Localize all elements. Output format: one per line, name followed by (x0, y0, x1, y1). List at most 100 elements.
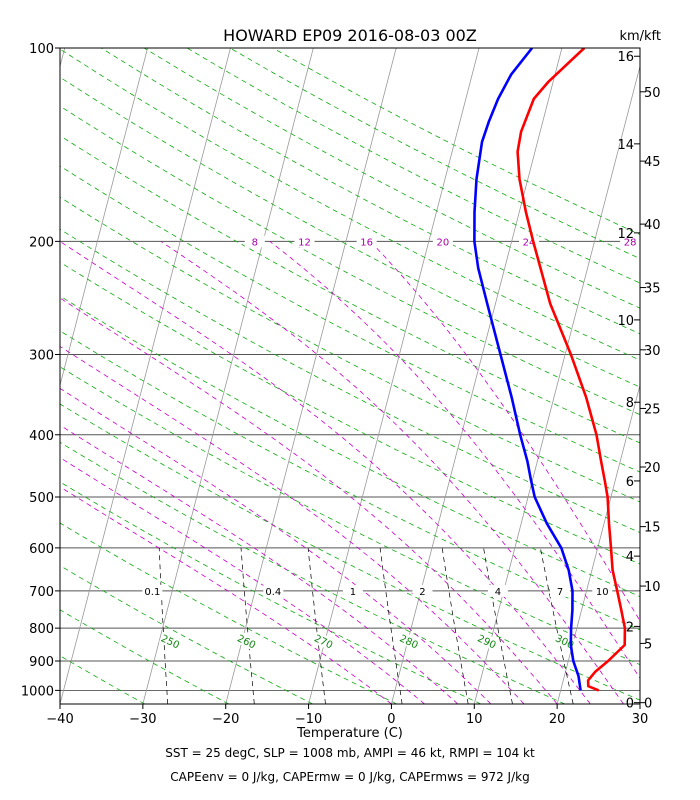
dry-adiabat-line (100, 48, 640, 335)
x-tick-label: −40 (46, 712, 73, 727)
kft-tick-label: 20 (644, 461, 661, 476)
dry-adiabat-line (60, 441, 565, 704)
mixing-ratio-label: 7 (557, 587, 563, 598)
dry-adiabat-line (60, 228, 640, 534)
kft-tick-label: 45 (644, 155, 661, 170)
y-tick-label: 200 (29, 235, 54, 250)
moist-adiabat-label-bg (432, 235, 453, 248)
isotherm-line (60, 48, 149, 387)
x-axis-label: Temperature (C) (296, 726, 403, 741)
kft-tick-label: 35 (644, 282, 661, 297)
x-tick-label: −10 (295, 712, 322, 727)
moist-adiabat-label: 12 (298, 237, 311, 248)
moist-adiabat-line (60, 424, 458, 704)
plot-frame (59, 47, 641, 705)
dry-adiabat-line (60, 366, 640, 666)
km-tick-label: 10 (617, 314, 634, 329)
dry-adiabat-line (60, 196, 640, 503)
isotherm-line (60, 48, 66, 68)
dry-adiabat-label-bg (475, 631, 499, 651)
dry-adiabat-line (60, 403, 640, 701)
x-tick-label: −20 (212, 712, 239, 727)
mixing-ratio-line (540, 547, 574, 704)
moist-adiabat-label: 8 (252, 237, 258, 248)
moist-adiabat-line (160, 241, 624, 704)
x-tick-label: −30 (129, 712, 156, 727)
sounding-profiles (473, 48, 627, 692)
kft-tick-label: 0 (644, 697, 652, 712)
moist-adiabat-label: 20 (437, 237, 450, 248)
moist-adiabat-label: 28 (624, 237, 637, 248)
dry-adiabat-line (60, 565, 313, 704)
moist-adiabat-line (60, 297, 558, 704)
dry-adiabat-line (60, 48, 640, 361)
y-tick-label: 600 (29, 542, 54, 557)
mixing-ratio-line (483, 547, 513, 704)
kft-tick-label: 15 (644, 521, 661, 536)
dry-adiabat-line (60, 609, 229, 704)
y-tick-label: 500 (29, 491, 54, 506)
moist-adiabat-line (269, 241, 640, 679)
dry-adiabat-line (60, 703, 61, 704)
y-tick-label: 700 (29, 585, 54, 600)
mixing-ratio-label-bg (592, 584, 613, 597)
x-tick-label: 0 (387, 712, 395, 727)
dry-adiabat-line (60, 655, 145, 704)
moist-adiabat-label-bg (620, 235, 640, 248)
kft-tick-label: 30 (644, 344, 661, 359)
dry-adiabat-label-bg (397, 631, 421, 651)
y-tick-label: 300 (29, 348, 54, 363)
isotherm-line (60, 48, 231, 704)
y-tick-label: 900 (29, 655, 54, 670)
mixing-ratio-label: 10 (596, 587, 609, 598)
dry-adiabat-line (60, 165, 640, 473)
y-tick-label: 100 (29, 42, 54, 57)
y-tick-label: 800 (29, 622, 54, 637)
km-tick-label: 12 (617, 227, 634, 242)
x-tick-label: 10 (466, 712, 483, 727)
right-axis-label: km/kft (619, 29, 661, 44)
moist-adiabat-label-bg (244, 235, 265, 248)
dewpoint-profile-line (473, 48, 582, 691)
dry-adiabat-label-bg (235, 631, 259, 651)
km-tick-label: 14 (617, 138, 634, 153)
dry-adiabat-line (60, 330, 640, 631)
km-tick-label: 0 (626, 697, 634, 712)
x-tick-label: 20 (549, 712, 566, 727)
mixing-ratio-label: 0.4 (265, 587, 281, 598)
moist-adiabat-line (370, 241, 640, 622)
y-tick-label: 400 (29, 429, 54, 444)
chart-title: HOWARD EP09 2016-08-03 00Z (223, 26, 477, 45)
dry-adiabat-line (60, 522, 397, 704)
x-tick-label: 30 (632, 712, 649, 727)
mixing-ratio-label: 2 (419, 587, 425, 598)
isotherm-line (556, 383, 640, 704)
moist-adiabat-label: 24 (523, 237, 536, 248)
mixing-ratio-line (379, 547, 403, 704)
moist-adiabat-label-bg (356, 235, 377, 248)
moist-adiabat-line (60, 346, 525, 704)
dry-adiabat-line (60, 135, 640, 444)
footer-line-1: SST = 25 degC, SLP = 1008 mb, AMPI = 46 … (165, 746, 535, 760)
isotherm-line (308, 48, 480, 704)
kft-tick-label: 40 (644, 218, 661, 233)
mixing-ratio-label-bg (263, 584, 284, 597)
kft-tick-label: 25 (644, 402, 661, 417)
mixing-ratio-label-bg (342, 584, 363, 597)
km-tick-label: 6 (626, 475, 634, 490)
dry-adiabat-label-bg (312, 631, 336, 651)
kft-tick-label: 5 (644, 637, 652, 652)
km-tick-label: 2 (626, 620, 634, 635)
moist-adiabat-label: 16 (360, 237, 373, 248)
moist-adiabat-line (60, 241, 591, 704)
dry-adiabat-label-bg (158, 631, 183, 651)
mixing-ratio-label: 1 (350, 587, 356, 598)
mixing-ratio-label-bg (142, 584, 163, 597)
dry-adiabat-line (60, 105, 640, 416)
mixing-ratio-label-bg (550, 584, 571, 597)
background-lines (60, 48, 640, 704)
mixing-ratio-label: 0.1 (144, 587, 160, 598)
mixing-ratio-label: 4 (495, 587, 501, 598)
